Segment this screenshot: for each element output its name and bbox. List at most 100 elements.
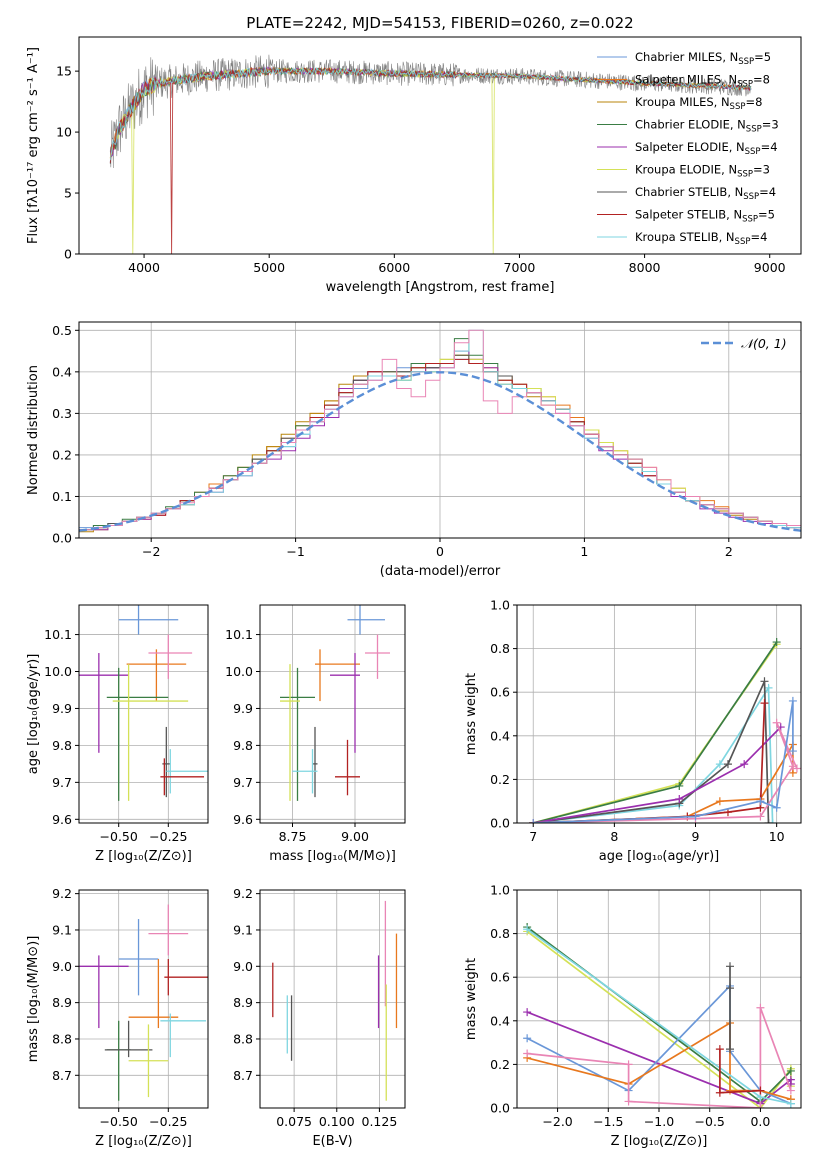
x-tick-label: 9000 xyxy=(754,260,786,275)
residual-histogram: −2 −1 0 1 2 0.0 0.1 0.2 0.3 0.4 0.5 (data-model)/er… xyxy=(26,321,802,579)
y-axis-label: age [log₁₀(age/yr)] xyxy=(26,654,41,775)
data-point-marker xyxy=(768,819,777,823)
plot-area xyxy=(79,329,801,538)
y-tick-label: 5 xyxy=(64,186,72,201)
y-tick-label: 8.8 xyxy=(233,1031,253,1046)
y-tick-label: 9.7 xyxy=(233,775,253,790)
y-axis-label: Normed distribution xyxy=(26,365,41,495)
spectrum-model-line xyxy=(109,66,752,161)
y-tick-label: 0.1 xyxy=(52,489,72,504)
mass-weight-line xyxy=(533,703,766,823)
x-tick-label: −0.50 xyxy=(100,829,138,844)
x-axis-label: mass [log₁₀(M/M⊙)] xyxy=(269,849,396,864)
error-bar-point xyxy=(118,919,159,996)
legend-text: Chabrier ELODIE, N xyxy=(635,118,746,132)
data-point-marker xyxy=(624,1060,633,1069)
x-axis-label: (data-model)/error xyxy=(380,564,501,579)
spectrum-model-line xyxy=(109,66,752,254)
mass-weight-line xyxy=(533,722,798,823)
plot-area xyxy=(109,54,752,254)
data-point-marker xyxy=(726,962,734,971)
x-tick-label: 9.00 xyxy=(341,829,369,844)
data-point-marker xyxy=(786,1086,795,1095)
x-tick-label: 8.75 xyxy=(279,829,307,844)
legend-text: =4 xyxy=(750,230,767,244)
data-point-marker xyxy=(788,747,797,756)
x-tick-label: −0.25 xyxy=(149,829,187,844)
error-bar-point xyxy=(160,758,205,796)
data-point-marker xyxy=(760,677,769,686)
y-tick-label: 0.0 xyxy=(490,1101,510,1116)
x-tick-label: 5000 xyxy=(253,260,285,275)
error-bar-point xyxy=(292,749,318,794)
data-point-marker xyxy=(726,1045,734,1054)
error-bar-point xyxy=(347,605,385,635)
data-point-marker xyxy=(624,1097,633,1106)
error-bar-point xyxy=(79,653,129,753)
data-point-marker xyxy=(675,795,684,804)
legend-entry: Kroupa STELIB, NSSP=4 xyxy=(635,230,767,247)
mass-weight-line xyxy=(526,1021,792,1101)
axes-frame xyxy=(259,604,406,824)
y-tick-label: 9.9 xyxy=(52,701,72,716)
error-bar-point xyxy=(162,726,171,798)
legend-text: =4 xyxy=(761,140,778,154)
x-tick-label: 10 xyxy=(769,829,785,844)
y-tick-label: 0.8 xyxy=(490,926,510,941)
gaussian-curve xyxy=(79,371,801,532)
x-tick-label: 0.100 xyxy=(319,1114,355,1129)
x-tick-label: 0.125 xyxy=(362,1114,398,1129)
error-bar-point xyxy=(160,1013,207,1058)
y-tick-label: 9.7 xyxy=(52,775,72,790)
x-tick-label: −2.0 xyxy=(542,1114,572,1129)
x-tick-label: 6000 xyxy=(378,260,410,275)
y-tick-label: 0.8 xyxy=(490,641,510,656)
x-tick-label: 8000 xyxy=(629,260,661,275)
y-tick-label: 9.2 xyxy=(52,886,72,901)
x-tick-label: −0.5 xyxy=(695,1114,725,1129)
plot-area xyxy=(529,638,801,823)
x-tick-label: −0.50 xyxy=(100,1114,138,1129)
y-tick-label: 8.8 xyxy=(52,1031,72,1046)
axes-frame xyxy=(516,604,802,824)
y-tick-label: 0.3 xyxy=(52,406,72,421)
mass-vs-reddening-panel: 0.075 0.100 0.125 8.7 8.8 8.9 9.0 9.1 9.2 E(B-V) xyxy=(233,886,406,1149)
error-bar-point xyxy=(164,959,208,996)
error-bar-point xyxy=(280,667,315,801)
legend-subscript: SSP xyxy=(742,215,758,225)
data-point-marker xyxy=(523,925,532,934)
mass-weight-line xyxy=(533,700,794,823)
y-tick-label: 8.9 xyxy=(52,995,72,1010)
y-tick-label: 10.0 xyxy=(225,664,253,679)
legend-text: Salpeter STELIB, N xyxy=(635,208,742,222)
y-tick-label: 0.4 xyxy=(52,364,72,379)
legend-text: Salpeter MILES, N xyxy=(635,73,737,87)
legend-entry: Salpeter STELIB, NSSP=5 xyxy=(635,208,775,225)
legend-text: Kroupa STELIB, N xyxy=(635,230,735,244)
data-point-marker xyxy=(786,1066,795,1075)
mass-weight-vs-metallicity-panel: −2.0 −1.5 −1.0 −0.5 0.0 0.0 0.2 0.4 0.6 0.8 1.0 Z [… xyxy=(464,883,802,1149)
legend-subscript: SSP xyxy=(730,102,746,112)
data-point-marker xyxy=(756,1086,765,1095)
y-tick-label: 9.8 xyxy=(52,738,72,753)
page-title: PLATE=2242, MJD=54153, FIBERID=0260, z=0… xyxy=(246,14,633,32)
data-point-marker xyxy=(792,764,801,773)
error-bar-point xyxy=(112,664,189,801)
data-point-marker xyxy=(788,762,797,771)
y-tick-label: 15 xyxy=(56,64,72,79)
x-tick-label: 7000 xyxy=(504,260,536,275)
error-bar-point xyxy=(118,605,179,635)
y-tick-label: 10.0 xyxy=(44,664,72,679)
legend-entry: Chabrier MILES, NSSP=5 xyxy=(635,50,771,67)
y-tick-label: 1.0 xyxy=(490,598,510,613)
x-tick-label: 8 xyxy=(610,829,618,844)
plot-area xyxy=(79,904,208,1101)
data-point-marker xyxy=(715,797,724,806)
plot-area xyxy=(272,900,398,1101)
legend-entry: Kroupa MILES, NSSP=8 xyxy=(635,95,762,112)
error-bar-point xyxy=(79,955,129,1029)
data-point-marker xyxy=(675,781,684,790)
data-point-marker xyxy=(726,1086,734,1095)
legend-subscript: SSP xyxy=(745,147,761,157)
